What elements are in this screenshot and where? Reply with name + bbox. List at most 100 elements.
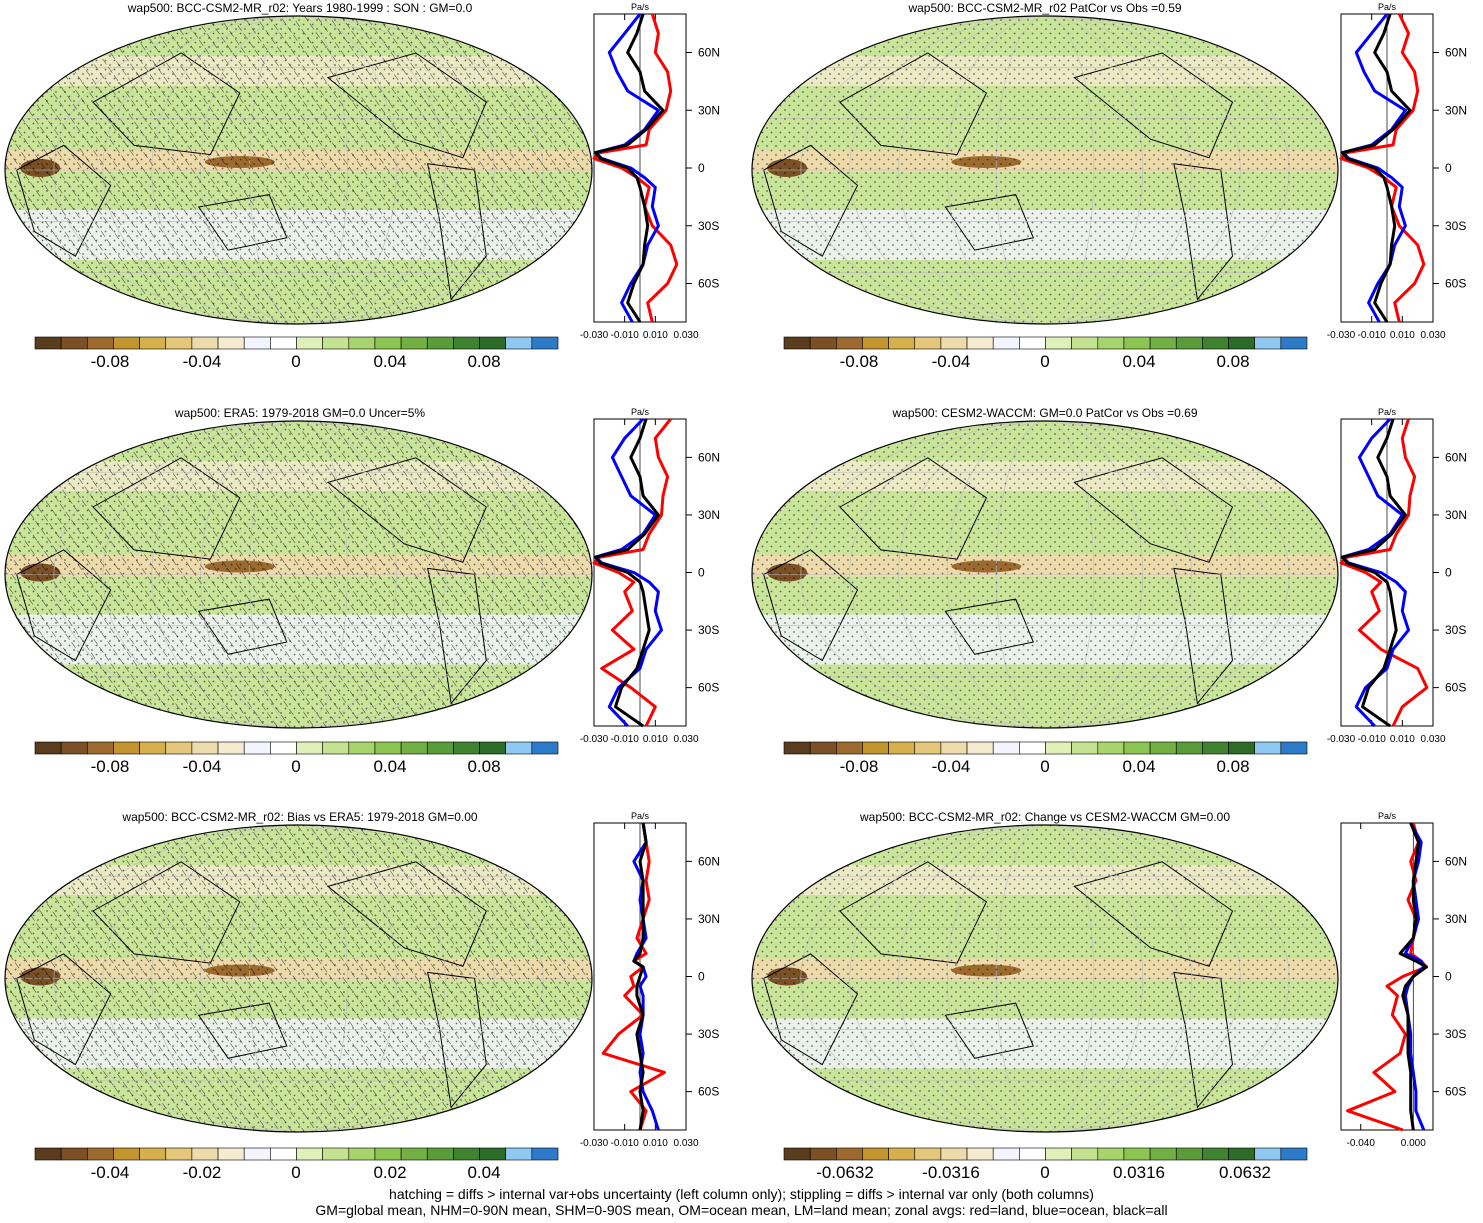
colorbar-box-15 [400,1147,428,1161]
colorbar-tick-label: -0.04 [932,352,971,371]
colorbar-box-17 [1202,741,1229,755]
zonal-y-tick-label: 60S [1445,681,1466,695]
colorbar-box-3 [87,1147,114,1161]
panel-1: -0.08 -0.04 0 0.04 0.08 Pa/s -0.030 -0.010 0.010… [4,2,720,371]
colorbar-box-10 [270,741,297,755]
colorbar-box-17 [1202,336,1229,350]
colorbar-box-4 [862,1147,889,1161]
zonal-y-tick-label: 30S [1445,219,1466,233]
zonal-unit: Pa/s [631,2,650,12]
hatching [5,421,592,728]
colorbar-box-7 [191,336,219,350]
map-border [751,824,1339,1133]
map-border [4,420,593,729]
colorbar-box-18 [1228,741,1256,755]
zonal-y-tick-label: 30N [698,508,720,522]
zonal-line-land [592,13,679,323]
zonal-panel-3: Pa/s -0.030 -0.010 0.010 0.030 60N 30N 0 30S 60S [580,407,720,745]
colorbar-box-20 [531,1147,559,1161]
map-3 [5,421,592,728]
colorbar-box-16 [1175,336,1203,350]
colorbar-tick-label: -0.08 [91,757,130,776]
zonal-x-tick-label: -0.010 [1357,330,1386,341]
colorbar-box-3 [87,741,114,755]
colorbar-box-8 [966,741,994,755]
colorbar-box-13 [1097,1147,1125,1161]
zonal-x-tick-label: -0.010 [610,330,639,341]
zonal-line-all [1341,418,1407,728]
zonal-unit: Pa/s [1378,811,1397,821]
colorbar-box-20 [531,336,559,350]
colorbar-box-13 [1097,336,1125,350]
colorbar-box-16 [426,741,454,755]
panel-6: -0.0632 -0.0316 0 0.0316 0.0632 Pa/s -0.040 0.0… [751,811,1467,1182]
zonal-y-tick-label: 30S [698,1027,719,1041]
zonal-y-tick-label: 60S [698,681,719,695]
colorbar-box-7 [191,741,219,755]
zonal-y-tick-label: 30N [698,912,720,926]
colorbar-tick-label: -0.0632 [816,1163,874,1182]
colorbar-box-9 [992,1147,1020,1161]
colorbar-box-4 [862,336,889,350]
colorbar-box-14 [374,741,402,755]
zonal-x-tick-label: 0.030 [1420,734,1445,745]
colorbar-box-6 [165,741,193,755]
colorbar-tick-label: -0.0316 [922,1163,980,1182]
map-5 [5,825,592,1132]
colorbar-box-6 [914,741,942,755]
colorbar-box-4 [113,336,140,350]
colorbar-box-12 [322,741,350,755]
zonal-y-tick-label: 60S [698,1085,719,1099]
colorbar-box-7 [940,336,968,350]
stippling [752,421,1338,728]
colorbar-box-14 [1123,1147,1151,1161]
zonal-x-tick-label: 0.010 [643,734,668,745]
colorbar-tick-label: -0.04 [91,1163,130,1182]
colorbar-box-6 [165,336,193,350]
zonal-y-tick-label: 30N [1445,103,1467,117]
zonal-y-tick-label: 0 [1445,161,1452,175]
colorbar-box-9 [992,741,1020,755]
map-border [4,15,593,325]
colorbar-box-3 [835,336,863,350]
colorbar-tick-label: 0.04 [467,1163,500,1182]
zonal-y-tick-label: 60N [698,46,720,60]
colorbar-box-2 [809,1147,837,1161]
colorbar-tick-label: -0.08 [840,757,879,776]
colorbar-box-14 [374,336,402,350]
colorbar-box-15 [1149,1147,1177,1161]
colorbar-box-13 [1097,741,1125,755]
colorbar-tick-label: 0.0316 [1113,1163,1165,1182]
colorbar-box-11 [1045,1147,1072,1161]
colorbar-tick-label: 0.04 [1122,352,1155,371]
colorbar-box-19 [1254,336,1282,350]
colorbar-box-12 [1071,741,1099,755]
zonal-y-tick-label: 0 [1445,566,1452,580]
panel-title: wap500: BCC-CSM2-MR_r02 PatCor vs Obs =0… [908,1,1182,15]
stippling [752,825,1338,1132]
colorbar-box-20 [1280,1147,1308,1161]
colorbar-box-6 [914,1147,942,1161]
zonal-y-tick-label: 60N [698,450,720,464]
colorbar-box-4 [113,741,140,755]
colorbar-box-18 [479,336,506,350]
zonal-y-tick-label: 60S [1445,277,1466,291]
colorbar-box-9 [243,336,271,350]
zonal-x-tick-label: -0.010 [610,734,639,745]
zonal-x-tick-label: -0.030 [580,330,609,341]
zonal-panel-5: Pa/s -0.030 -0.010 0.010 0.030 60N 30N 0 30S 60S [580,811,720,1149]
colorbar-box-12 [1071,1147,1099,1161]
zonal-x-tick-label: 0.030 [673,330,698,341]
footer-line-2: GM=global mean, NHM=0-90N mean, SHM=0-90… [315,1202,1168,1218]
colorbar-box-1 [34,741,62,755]
colorbar-tick-label: 0 [291,352,300,371]
map-border [751,15,1339,325]
zonal-unit: Pa/s [631,811,650,821]
colorbar-box-2 [60,741,88,755]
zonal-unit: Pa/s [1378,2,1397,12]
colorbar-box-15 [400,336,428,350]
panel-title: wap500: ERA5: 1979-2018 GM=0.0 Uncer=5% [174,406,426,420]
panel-title: wap500: BCC-CSM2-MR_r02: Bias vs ERA5: 1… [122,810,478,824]
colorbar-tick-label: 0.08 [1216,352,1249,371]
colorbar-box-16 [1175,1147,1203,1161]
